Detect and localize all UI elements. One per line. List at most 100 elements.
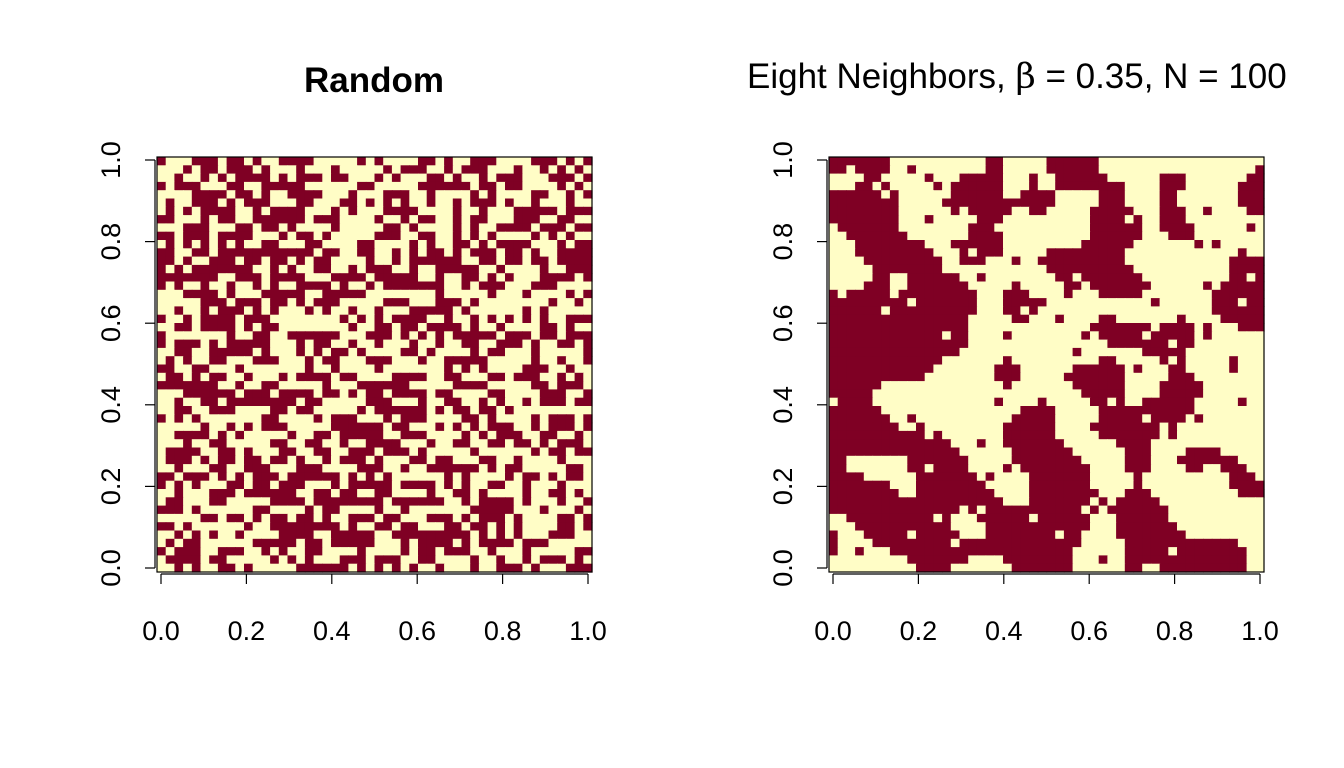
heatmap-cell [270,397,280,407]
heatmap-cell [574,414,584,424]
heatmap-cell [183,555,193,565]
heatmap-cell [418,173,428,183]
heatmap-cell [191,273,202,283]
heatmap-cell [452,165,463,175]
heatmap-cell [1255,173,1265,183]
heatmap-cell [1107,497,1117,507]
heatmap-cell [1090,397,1100,407]
heatmap-cell [1203,331,1213,341]
heatmap-cell [461,497,471,507]
heatmap-cell [583,472,593,482]
heatmap-cell [1063,181,1074,191]
heatmap-cell [1220,414,1230,424]
heatmap-cell [313,273,323,283]
heatmap-cell [1055,198,1065,208]
heatmap-cell [209,414,219,424]
heatmap-cell [209,455,219,465]
heatmap-cell [383,190,393,200]
heatmap-cell [898,505,908,515]
heatmap-cell [278,397,289,407]
heatmap-cell [209,389,219,399]
heatmap-cell [226,464,236,473]
heatmap-cell [1168,331,1178,341]
heatmap-cell [1081,256,1091,266]
heatmap-cell [435,223,445,233]
heatmap-cell [924,381,934,390]
heatmap-cell [976,547,987,556]
heatmap-cell [1229,406,1239,415]
heatmap-cell [863,206,874,216]
heatmap-cell [565,190,576,200]
heatmap-cell [1003,513,1013,523]
heatmap-cell [924,165,934,175]
heatmap-cell [1246,522,1256,532]
heatmap-cell [565,472,576,482]
heatmap-cell [531,206,541,216]
heatmap-cell [278,181,289,191]
heatmap-cell [557,364,567,374]
heatmap-cell [174,264,184,274]
heatmap-cell [1246,231,1256,241]
y-tick-label: 0.4 [96,386,126,424]
heatmap-cell [881,281,891,291]
heatmap-cell [331,381,341,390]
heatmap-cell [1168,181,1178,191]
heatmap-cell [1020,356,1030,366]
heatmap-cell [287,181,297,191]
heatmap-cell [985,215,995,224]
heatmap-cell [968,347,978,357]
heatmap-cell [1237,347,1248,357]
heatmap-cell [348,323,358,332]
heatmap-cell [531,472,541,482]
heatmap-cell [985,256,995,266]
heatmap-cell [1237,530,1248,540]
heatmap-cell [1150,223,1161,233]
heatmap-cell [513,281,523,291]
heatmap-cell [270,513,280,523]
heatmap-cell [191,464,202,473]
heatmap-cell [583,198,593,208]
heatmap-cell [976,364,987,374]
heatmap-cell [872,281,882,291]
heatmap-cell [829,530,839,540]
heatmap-cell [1177,381,1187,390]
heatmap-cell [1237,264,1248,274]
heatmap-cell [435,331,445,341]
heatmap-cell [1220,339,1230,349]
heatmap-cell [863,248,874,258]
heatmap-cell [565,231,576,241]
heatmap-cell [226,439,236,449]
heatmap-cell [296,389,306,399]
heatmap-cell [409,248,419,258]
heatmap-cell [461,464,471,473]
heatmap-cell [933,356,943,366]
heatmap-cell [950,298,961,307]
heatmap-cell [461,538,471,548]
heatmap-cell [548,323,558,332]
heatmap-cell [1063,497,1074,507]
heatmap-cell [165,331,175,341]
heatmap-cell [924,198,934,208]
heatmap-cell [539,389,550,399]
heatmap-cell [933,480,943,490]
heatmap-cell [261,256,271,266]
heatmap-cell [1159,273,1169,283]
heatmap-cell [261,298,271,307]
heatmap-cell [357,389,367,399]
heatmap-cell [1142,397,1152,407]
heatmap-cell [357,256,367,266]
heatmap-cell [574,522,584,532]
heatmap-cell [400,530,410,540]
heatmap-cell [1037,356,1048,366]
heatmap-cell [244,331,254,341]
heatmap-cell [1029,472,1039,482]
heatmap-cell [994,530,1004,540]
heatmap-cell [339,198,349,208]
heatmap-cell [426,538,436,548]
heatmap-cell [217,181,228,191]
heatmap-cell [976,306,987,316]
heatmap-cell [950,347,961,357]
heatmap-cell [287,480,297,490]
heatmap-cell [1150,397,1161,407]
heatmap-cell [837,530,847,540]
